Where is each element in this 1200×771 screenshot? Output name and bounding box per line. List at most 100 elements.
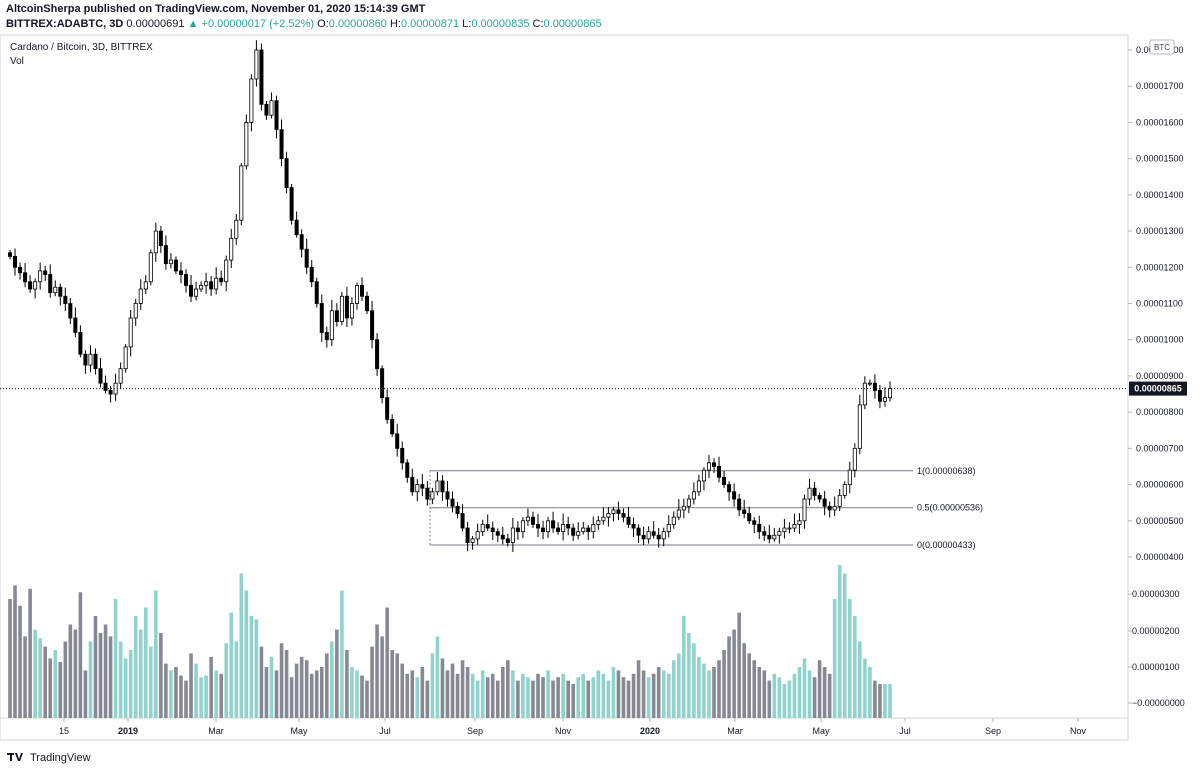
candle-body (877, 390, 882, 402)
candle-body (344, 295, 349, 319)
fib-level-label: 1(0.00000638) (917, 466, 976, 476)
last-price-tag: 0.00000865 (1129, 381, 1187, 396)
candle-body (631, 524, 636, 529)
volume-bar (465, 667, 470, 718)
volume-bar (370, 646, 374, 718)
candle-body (78, 332, 83, 355)
price-tick-label: 0.00001700 (1136, 81, 1184, 91)
fib-retracement[interactable]: 1(0.00000638) 0.5(0.00000536) 0(0.00000433… (429, 466, 983, 550)
volume-bar (78, 592, 83, 718)
open-value: 0.00000860 (328, 18, 387, 30)
currency-badge[interactable]: BTC (1149, 39, 1175, 55)
volume-bar (264, 667, 269, 718)
candle-body (817, 495, 822, 500)
volume-bar (541, 677, 545, 718)
candle-body (822, 498, 827, 507)
volume-bar (38, 638, 42, 718)
candle-body (73, 317, 78, 333)
candle-body (219, 277, 224, 283)
volume-bar (470, 673, 475, 718)
volume-bar (319, 667, 324, 718)
volume-bar (661, 670, 666, 718)
tradingview-logo-icon (6, 750, 26, 765)
volume-bar (189, 653, 193, 718)
volume-bar (847, 599, 852, 718)
volume-bar (792, 673, 797, 718)
time-tick-label: Sep (467, 726, 483, 736)
volume-bar (485, 677, 490, 718)
price-tick-label: 0.00001100 (1136, 299, 1183, 309)
ohlc-legend: BITTREX:ADABTC, 3D 0.00000691 ▲ +0.00000… (6, 18, 602, 30)
volume-bar (682, 616, 686, 718)
candle-body (269, 100, 274, 116)
candle-body (314, 281, 319, 304)
volume-bar (666, 673, 671, 718)
time-axis[interactable]: 15 2019 Mar May Jul Sep Nov 2020 Mar May Jul Sep Nov (59, 718, 1087, 736)
volume-bar (98, 633, 103, 718)
volume-bar (23, 636, 27, 718)
volume-tick-label: −0.00000000 (1132, 698, 1185, 708)
volume-bar (330, 641, 334, 718)
volume-bar (536, 673, 540, 718)
volume-bar (526, 677, 530, 718)
volume-bar (314, 670, 319, 718)
volume-bar (68, 624, 73, 718)
volume-bar (752, 660, 757, 718)
volume-bar (490, 673, 495, 718)
candle-body (591, 524, 596, 533)
candle-body (189, 284, 194, 297)
price-tick-label: 0.00000600 (1136, 480, 1184, 490)
candle-body (279, 129, 284, 160)
close-label: C: (532, 18, 544, 30)
volume-bar (671, 660, 676, 718)
volume-bar (375, 624, 379, 718)
volume-bar (309, 673, 314, 718)
volume-bar (425, 680, 430, 718)
candle-body (108, 390, 113, 395)
time-tick-label: 15 (59, 726, 69, 736)
volume-bar (239, 573, 244, 718)
candle-body (299, 234, 304, 250)
candle-body (183, 274, 188, 286)
time-tick-label: Nov (1070, 726, 1087, 736)
candle-body (18, 266, 23, 274)
volume-bar (179, 675, 183, 718)
volume-bar (430, 653, 435, 718)
candle-body (641, 534, 646, 540)
candle-body (359, 284, 364, 297)
candle-body (244, 122, 249, 167)
volume-bars (8, 565, 892, 718)
volume-bar (18, 605, 22, 718)
volume-bar (858, 641, 862, 718)
volume-bar (832, 599, 837, 718)
candle-body (807, 487, 812, 500)
price-tick-label: 0.00001600 (1136, 117, 1184, 127)
volume-tick-label: 0.00000300 (1132, 589, 1180, 599)
candle-body (500, 534, 505, 540)
volume-bar (827, 673, 832, 718)
volume-bar (118, 641, 123, 718)
volume-bar (727, 636, 731, 718)
volume-bar (284, 650, 289, 718)
volume-bar (269, 656, 274, 718)
candle-body (58, 286, 63, 297)
candle-body (375, 339, 380, 370)
volume-bar (762, 670, 767, 718)
volume-bar (254, 619, 259, 718)
volume-bar (159, 633, 163, 718)
candle-body (309, 266, 314, 283)
volume-bar (521, 673, 525, 718)
volume-bar (807, 670, 812, 718)
volume-bar (687, 633, 691, 718)
price-axis[interactable]: 0.00000400 0.00000500 0.00000600 0.00000700… (1128, 45, 1184, 562)
candle-body (324, 332, 329, 341)
candle-body (666, 524, 671, 533)
volume-bar (435, 636, 440, 718)
candle-body (676, 509, 681, 518)
candle-body (872, 382, 877, 391)
volume-bar (511, 670, 515, 718)
volume-bar (641, 670, 646, 718)
volume-bar (214, 670, 218, 718)
volume-bar (506, 660, 510, 718)
